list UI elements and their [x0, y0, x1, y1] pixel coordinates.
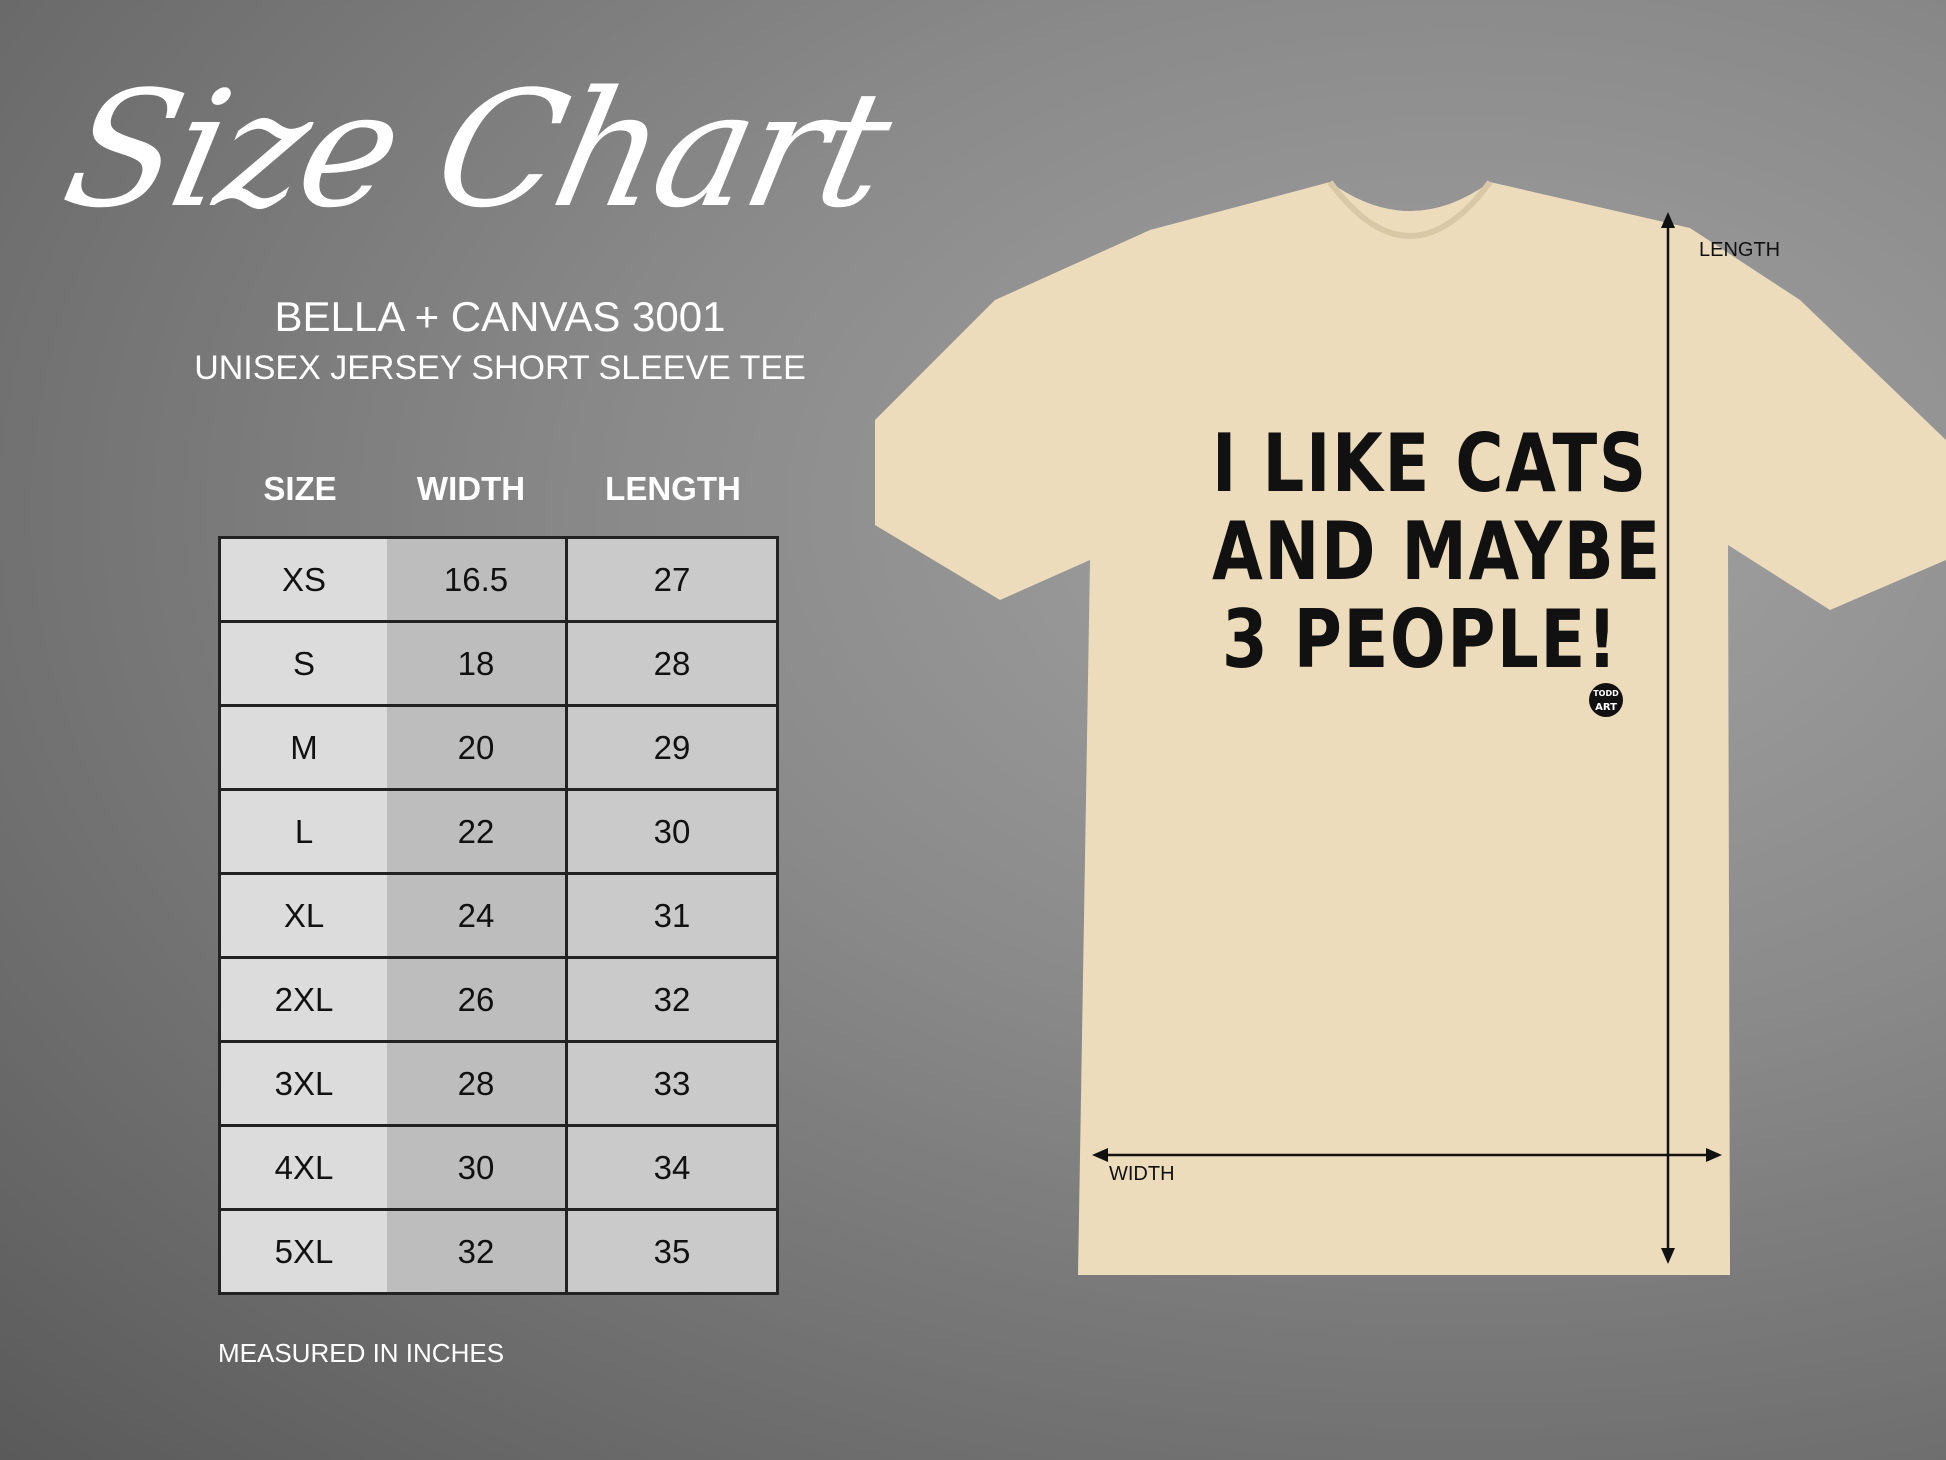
width-cell: 20 [387, 704, 568, 791]
width-arrow-head-left [1092, 1148, 1108, 1162]
shirt-print-line-2: AND MAYBE [1212, 505, 1662, 598]
logo-text-art: ART [1595, 702, 1617, 713]
width-label: WIDTH [1109, 1163, 1175, 1185]
shirt-print-line-3: 3 PEOPLE! [1222, 593, 1619, 686]
size-table: XS 16.5 27 S 18 28 M 20 29 L 22 30 XL 24 31 2XL 26 32 3XL 2… [218, 536, 779, 1295]
length-cell: 29 [565, 704, 779, 791]
length-cell: 30 [565, 788, 779, 875]
product-subtitle: UNISEX JERSEY SHORT SLEEVE TEE [194, 349, 806, 387]
length-cell: 32 [565, 956, 779, 1043]
size-cell: L [218, 788, 387, 875]
shirt-print-line-1: I LIKE CATS [1212, 417, 1648, 510]
length-cell: 33 [565, 1040, 779, 1127]
size-cell: XL [218, 872, 387, 959]
size-cell: 5XL [218, 1208, 387, 1295]
table-row: S 18 28 [218, 620, 779, 707]
width-cell: 18 [387, 620, 568, 707]
width-cell: 16.5 [387, 536, 568, 623]
size-cell: S [218, 620, 387, 707]
table-row: 5XL 32 35 [218, 1208, 779, 1295]
size-cell: XS [218, 536, 387, 623]
length-cell: 28 [565, 620, 779, 707]
width-cell: 26 [387, 956, 568, 1043]
table-row: M 20 29 [218, 704, 779, 791]
table-row: 3XL 28 33 [218, 1040, 779, 1127]
t-shirt-collar [1327, 180, 1493, 239]
table-row: L 22 30 [218, 788, 779, 875]
width-cell: 32 [387, 1208, 568, 1295]
width-cell: 28 [387, 1040, 568, 1127]
size-cell: 2XL [218, 956, 387, 1043]
width-arrow-head-right [1706, 1148, 1722, 1162]
column-header-size: SIZE [263, 470, 337, 507]
width-cell: 24 [387, 872, 568, 959]
length-cell: 35 [565, 1208, 779, 1295]
column-header-width: WIDTH [416, 470, 526, 507]
logo-text-todd: TODD [1593, 689, 1619, 698]
todd-art-logo [1589, 683, 1623, 717]
length-arrow-head-bottom [1661, 1248, 1675, 1264]
size-cell: 4XL [218, 1124, 387, 1211]
column-header-length: LENGTH [605, 470, 741, 507]
table-row: XL 24 31 [218, 872, 779, 959]
length-cell: 31 [565, 872, 779, 959]
size-cell: 3XL [218, 1040, 387, 1127]
table-row: 2XL 26 32 [218, 956, 779, 1043]
length-cell: 34 [565, 1124, 779, 1211]
brand-model: BELLA + CANVAS 3001 [274, 293, 726, 340]
length-arrow-head-top [1661, 212, 1675, 228]
table-row: XS 16.5 27 [218, 536, 779, 623]
width-cell: 30 [387, 1124, 568, 1211]
length-label: LENGTH [1699, 239, 1781, 261]
size-cell: M [218, 704, 387, 791]
length-cell: 27 [565, 536, 779, 623]
table-row: 4XL 30 34 [218, 1124, 779, 1211]
t-shirt-body [875, 182, 1946, 1275]
width-cell: 22 [387, 788, 568, 875]
measurement-note: MEASURED IN INCHES [218, 1338, 505, 1368]
